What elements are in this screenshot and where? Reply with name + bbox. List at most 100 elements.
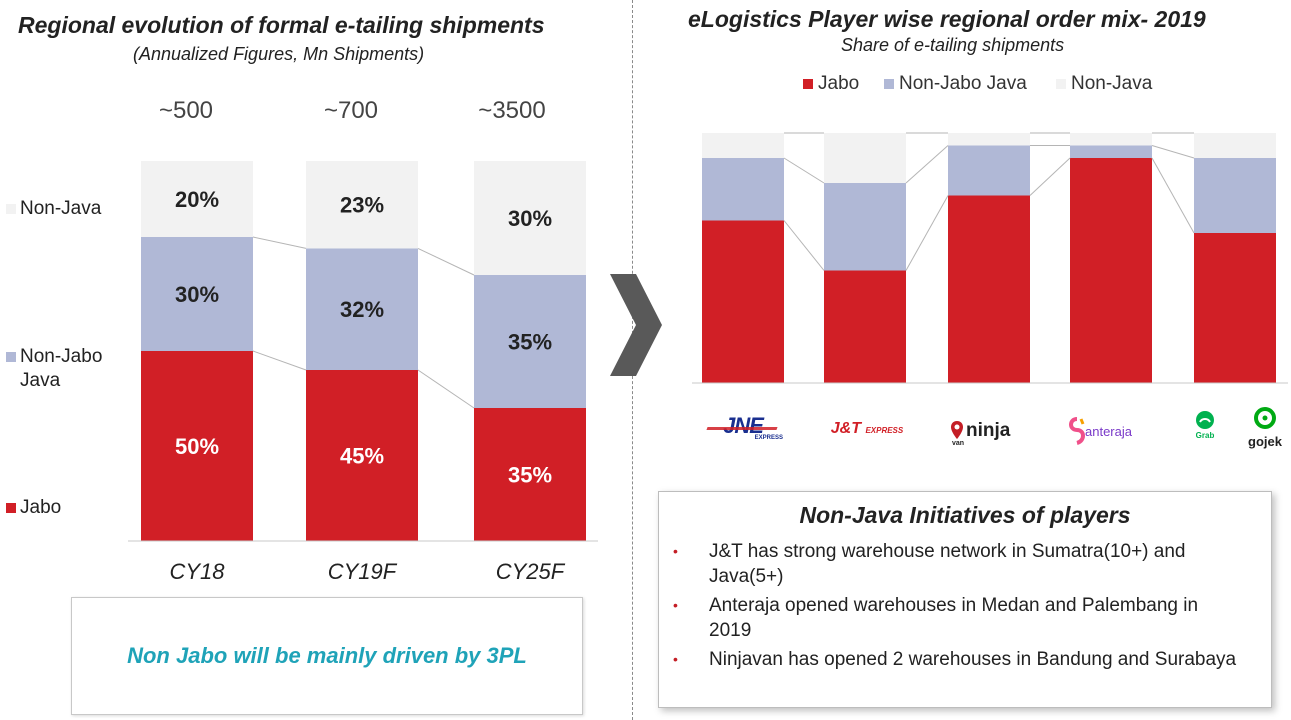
bar-segment-jabo-player-1 bbox=[702, 220, 784, 383]
right-stacked-bar-chart bbox=[692, 132, 1288, 384]
x-label-cy25f: CY25F bbox=[495, 559, 565, 584]
ninja-logo-text: ninja bbox=[966, 420, 1011, 441]
gojek-mark-icon bbox=[1254, 407, 1276, 429]
bar-segment-non-jabo-java-cy19f bbox=[306, 248, 418, 370]
right-legend-swatch-non-jabo-java bbox=[884, 79, 894, 89]
jne-logo-text: JNE bbox=[723, 413, 764, 438]
grab-logo: Grab bbox=[1192, 410, 1218, 444]
bullet-icon: • bbox=[673, 597, 678, 613]
left-stacked-bar-chart: 50% 30% 20% 45% 32% 23% 35% 35% 30% bbox=[128, 161, 598, 542]
data-label-non-jabo-java-cy19f: 32% bbox=[340, 297, 384, 322]
jnt-logo-text: J&T bbox=[830, 420, 861, 437]
connector-line bbox=[905, 145, 949, 184]
initiative-item-anteraja: • Anteraja opened warehouses in Medan and… bbox=[659, 593, 1239, 643]
total-label-cy25f: ~3500 bbox=[478, 97, 546, 124]
initiatives-title: Non-Java Initiatives of players bbox=[799, 502, 1131, 528]
bar-segment-jabo-player-2 bbox=[824, 270, 906, 383]
ninja-logo-sub: van bbox=[952, 440, 965, 447]
initiative-text: Anteraja opened warehouses in Medan and … bbox=[709, 595, 1199, 641]
bar-segment-non-java-cy18 bbox=[141, 161, 253, 237]
gojek-logo: gojek bbox=[1240, 406, 1290, 452]
left-chart-subtitle: (Annualized Figures, Mn Shipments) bbox=[133, 44, 425, 64]
grab-logo-text: Grab bbox=[1195, 431, 1215, 440]
legend-label-non-jabo-java: Non-Jabo Java bbox=[20, 346, 103, 391]
right-legend-label-jabo: Jabo bbox=[818, 73, 860, 94]
bar-segment-non-java-player-2 bbox=[824, 133, 906, 183]
bar-segment-non-java-cy25f bbox=[474, 161, 586, 275]
bar-segment-jabo-player-3 bbox=[948, 195, 1030, 383]
data-label-jabo-cy18: 50% bbox=[175, 434, 219, 459]
data-label-jabo-cy19f: 45% bbox=[340, 444, 384, 469]
initiative-text: J&T has strong warehouse network in Suma… bbox=[709, 541, 1186, 587]
data-label-jabo-cy25f: 35% bbox=[508, 463, 552, 488]
connector-line bbox=[417, 247, 475, 276]
callout-box: Non Jabo will be mainly driven by 3PL bbox=[71, 597, 583, 715]
initiative-text: Ninjavan has opened 2 warehouses in Band… bbox=[709, 649, 1237, 670]
data-label-non-java-cy19f: 23% bbox=[340, 193, 384, 218]
jne-logo-sub: EXPRESS bbox=[754, 435, 783, 441]
callout-text: Non Jabo will be mainly driven by 3PL bbox=[127, 643, 527, 668]
chevron-right-icon bbox=[610, 274, 662, 376]
total-label-cy18: ~500 bbox=[158, 97, 214, 124]
bar-segment-non-java-player-1 bbox=[702, 133, 784, 158]
right-legend-swatch-non-java bbox=[1056, 79, 1066, 89]
jnt-logo-sub: EXPRESS bbox=[865, 426, 904, 435]
ninja-van-logo: ninja van bbox=[950, 418, 1020, 450]
connector-line bbox=[252, 236, 307, 249]
bar-segment-non-jabo-java-player-2 bbox=[824, 183, 906, 271]
connector-line bbox=[783, 157, 825, 184]
connector-line bbox=[417, 369, 475, 409]
right-chart-title: eLogistics Player wise regional order mi… bbox=[688, 6, 1206, 32]
jnt-express-logo: J&T EXPRESS bbox=[828, 420, 906, 438]
data-label-non-java-cy25f: 30% bbox=[508, 206, 552, 231]
bar-segment-non-java-cy19f bbox=[306, 161, 418, 249]
initiative-item-jnt: • J&T has strong warehouse network in Sum… bbox=[659, 539, 1239, 589]
bar-segment-non-jabo-java-cy25f bbox=[474, 275, 586, 408]
bar-segment-jabo-cy19f bbox=[306, 370, 418, 541]
legend-label-jabo: Jabo bbox=[20, 497, 62, 518]
bullet-icon: • bbox=[673, 543, 678, 559]
connector-line bbox=[1029, 157, 1071, 196]
x-label-cy19f: CY19F bbox=[327, 559, 397, 584]
bar-segment-jabo-player-5 bbox=[1194, 233, 1276, 383]
data-label-non-jabo-java-cy25f: 35% bbox=[508, 330, 552, 355]
bar-segment-non-java-player-3 bbox=[948, 133, 1030, 146]
gojek-logo-text: gojek bbox=[1248, 434, 1282, 449]
bar-segment-non-jabo-java-player-3 bbox=[948, 145, 1030, 196]
grab-bike-icon bbox=[1196, 411, 1214, 429]
bar-segment-jabo-cy18 bbox=[141, 351, 253, 541]
bar-segment-non-jabo-java-player-5 bbox=[1194, 158, 1276, 233]
connector-line bbox=[252, 350, 307, 371]
bar-segment-non-jabo-java-player-4 bbox=[1070, 145, 1152, 158]
bullet-icon: • bbox=[673, 651, 678, 667]
initiative-item-ninjavan: • Ninjavan has opened 2 warehouses in Ban… bbox=[659, 647, 1239, 672]
data-label-non-java-cy18: 20% bbox=[175, 187, 219, 212]
connector-line bbox=[1151, 145, 1195, 159]
bar-segment-jabo-cy25f bbox=[474, 408, 586, 541]
legend-swatch-non-jabo-java bbox=[6, 352, 16, 362]
right-legend-swatch-jabo bbox=[803, 79, 813, 89]
bar-segment-jabo-player-4 bbox=[1070, 158, 1152, 383]
anteraja-mark-icon bbox=[1069, 417, 1085, 445]
ninja-pin-icon bbox=[951, 421, 963, 439]
bar-segment-non-java-player-5 bbox=[1194, 133, 1276, 158]
legend-label-non-java: Non-Java bbox=[20, 198, 102, 219]
bar-segment-non-jabo-java-cy18 bbox=[141, 237, 253, 351]
right-legend-label-non-java: Non-Java bbox=[1071, 73, 1153, 94]
bar-segment-non-jabo-java-player-1 bbox=[702, 158, 784, 221]
jne-logo: JNE EXPRESS bbox=[703, 413, 783, 447]
legend-swatch-non-java bbox=[6, 204, 16, 214]
left-chart-title: Regional evolution of formal e-tailing s… bbox=[18, 12, 545, 38]
right-chart-subtitle: Share of e-tailing shipments bbox=[841, 35, 1065, 55]
legend-swatch-jabo bbox=[6, 503, 16, 513]
initiatives-box: Non-Java Initiatives of players • J&T has… bbox=[658, 491, 1272, 708]
jne-logo-swoosh bbox=[706, 427, 778, 430]
right-legend-label-non-jabo-java: Non-Jabo Java bbox=[899, 73, 1027, 94]
anteraja-logo: anteraja bbox=[1067, 416, 1149, 448]
anteraja-logo-text: anteraja bbox=[1085, 424, 1132, 439]
connector-line bbox=[783, 220, 825, 271]
x-label-cy18: CY18 bbox=[169, 559, 225, 584]
total-label-cy19f: ~700 bbox=[323, 97, 379, 124]
data-label-non-jabo-java-cy18: 30% bbox=[175, 282, 219, 307]
bar-segment-non-java-player-4 bbox=[1070, 133, 1152, 146]
